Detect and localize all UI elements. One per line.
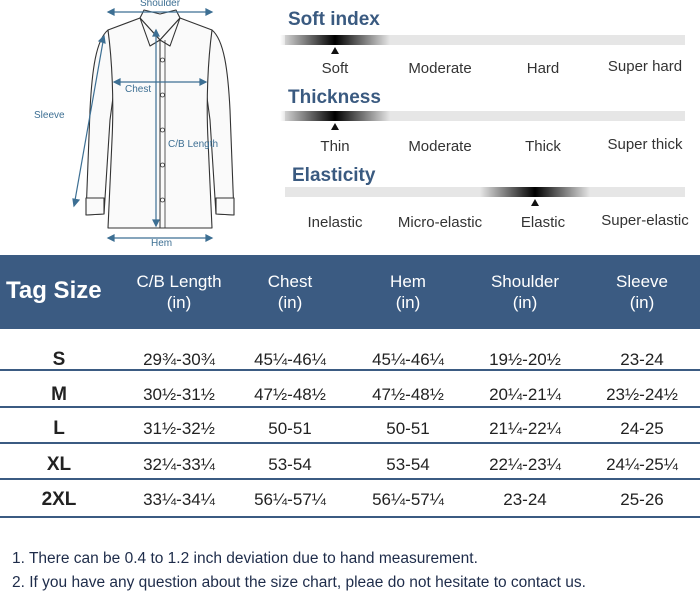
sleeve-cell: 24-25 bbox=[620, 419, 664, 438]
cb-length-header: C/B Length (in) bbox=[120, 255, 238, 329]
column-unit: (in) bbox=[166, 293, 192, 312]
column-label: Shoulder bbox=[490, 272, 560, 291]
shoulder-header: Shoulder (in) bbox=[468, 255, 582, 329]
sleeve-header: Sleeve (in) bbox=[584, 255, 700, 329]
chest-cell: 47½-48½ bbox=[254, 385, 326, 404]
table-row: M 30½-31½ 47½-48½ 47½-48½ 20¼-21¼ 23½-24… bbox=[0, 376, 700, 413]
table-row: XL 32¼-33¼ 53-54 53-54 22¼-23¼ 24¼-25¼ bbox=[0, 446, 700, 483]
soft-index-arrow-icon bbox=[331, 47, 339, 54]
cb-length-cell: 32¼-33¼ bbox=[143, 455, 215, 474]
elasticity-option: Super-elastic bbox=[601, 212, 689, 229]
soft-index-option: Hard bbox=[526, 60, 560, 77]
soft-index-option: Moderate bbox=[408, 60, 472, 77]
size-cell: M bbox=[51, 384, 67, 405]
hem-cell: 47½-48½ bbox=[372, 385, 444, 404]
row-divider bbox=[0, 406, 700, 408]
thickness-option: Super thick bbox=[607, 136, 683, 153]
column-label: Chest bbox=[267, 272, 313, 291]
shoulder-cell: 21¼-22¼ bbox=[489, 419, 561, 438]
sleeve-cell: 23-24 bbox=[620, 350, 664, 369]
column-unit: (in) bbox=[629, 293, 655, 312]
shoulder-cell: 20¼-21¼ bbox=[489, 385, 561, 404]
column-unit: (in) bbox=[277, 293, 303, 312]
column-label: Sleeve bbox=[616, 272, 668, 291]
tag-size-header: Tag Size bbox=[6, 277, 102, 304]
chest-cell: 50-51 bbox=[268, 419, 312, 438]
soft-index-bar bbox=[280, 35, 685, 45]
shirt-illustration bbox=[72, 8, 235, 242]
elasticity-option: Micro-elastic bbox=[397, 214, 483, 231]
hem-cell: 56¼-57¼ bbox=[372, 490, 444, 509]
cb-length-cell: 29¾-30¾ bbox=[143, 350, 215, 369]
shoulder-cell: 22¼-23¼ bbox=[489, 455, 561, 474]
hem-cell: 53-54 bbox=[386, 455, 430, 474]
shoulder-cell: 23-24 bbox=[503, 490, 547, 509]
shoulder-cell: 19½-20½ bbox=[489, 350, 561, 369]
shoulder-label: Shoulder bbox=[140, 0, 181, 9]
elasticity-option: Elastic bbox=[520, 214, 566, 231]
note-line: 1. There can be 0.4 to 1.2 inch deviatio… bbox=[12, 550, 478, 567]
column-label: Hem bbox=[390, 272, 426, 291]
soft-index-marker bbox=[280, 35, 390, 45]
chest-header: Chest (in) bbox=[238, 255, 342, 329]
sleeve-cell: 25-26 bbox=[620, 490, 664, 509]
cb-length-cell: 30½-31½ bbox=[143, 385, 215, 404]
hem-label: Hem bbox=[151, 238, 173, 249]
elasticity-bar bbox=[285, 187, 685, 197]
sleeve-cell: 24¼-25¼ bbox=[606, 455, 678, 474]
size-cell: 2XL bbox=[41, 489, 77, 510]
thickness-option: Thick bbox=[525, 138, 561, 155]
chest-cell: 45¼-46¼ bbox=[254, 350, 326, 369]
cb-length-cell: 33¼-34¼ bbox=[143, 490, 215, 509]
hem-cell: 45¼-46¼ bbox=[372, 350, 444, 369]
cb-length-label: C/B Length bbox=[168, 139, 219, 150]
thickness-title: Thickness bbox=[288, 87, 381, 108]
cb-length-cell: 31½-32½ bbox=[143, 419, 215, 438]
chest-cell: 53-54 bbox=[268, 455, 312, 474]
row-divider bbox=[0, 478, 700, 480]
column-unit: (in) bbox=[512, 293, 538, 312]
elasticity-option: Inelastic bbox=[307, 214, 363, 231]
hem-cell: 50-51 bbox=[386, 419, 430, 438]
row-divider bbox=[0, 369, 700, 371]
chest-cell: 56¼-57¼ bbox=[254, 490, 326, 509]
table-row: S 29¾-30¾ 45¼-46¼ 45¼-46¼ 19½-20½ 23-24 bbox=[0, 341, 700, 378]
sleeve-label: Sleeve bbox=[34, 110, 65, 121]
column-unit: (in) bbox=[395, 293, 421, 312]
elasticity-marker bbox=[480, 187, 590, 197]
thickness-option: Thin bbox=[320, 138, 350, 155]
thickness-bar bbox=[280, 111, 685, 121]
chest-label: Chest bbox=[125, 84, 152, 95]
sleeve-cell: 23½-24½ bbox=[606, 385, 678, 404]
elasticity-arrow-icon bbox=[531, 199, 539, 206]
soft-index-title: Soft index bbox=[288, 9, 380, 30]
thickness-option: Moderate bbox=[408, 138, 472, 155]
column-label: C/B Length bbox=[136, 272, 222, 291]
soft-index-option: Soft bbox=[321, 60, 349, 77]
size-cell: S bbox=[52, 349, 66, 370]
soft-index-option: Super hard bbox=[607, 58, 683, 75]
elasticity-title: Elasticity bbox=[292, 165, 376, 186]
hem-header: Hem (in) bbox=[352, 255, 464, 329]
size-cell: L bbox=[53, 418, 65, 439]
table-row: 2XL 33¼-34¼ 56¼-57¼ 56¼-57¼ 23-24 25-26 bbox=[0, 481, 700, 518]
thickness-arrow-icon bbox=[331, 123, 339, 130]
table-row: L 31½-32½ 50-51 50-51 21¼-22¼ 24-25 bbox=[0, 410, 700, 447]
row-divider bbox=[0, 516, 700, 518]
row-divider bbox=[0, 442, 700, 444]
size-table-header: Tag Size C/B Length (in) Chest (in) Hem … bbox=[0, 255, 700, 329]
size-cell: XL bbox=[46, 454, 72, 475]
thickness-marker bbox=[280, 111, 390, 121]
note-line: 2. If you have any question about the si… bbox=[12, 574, 586, 591]
shirt-measurement-diagram: Shoulder Chest Sleeve C/B Length Hem bbox=[0, 0, 275, 252]
